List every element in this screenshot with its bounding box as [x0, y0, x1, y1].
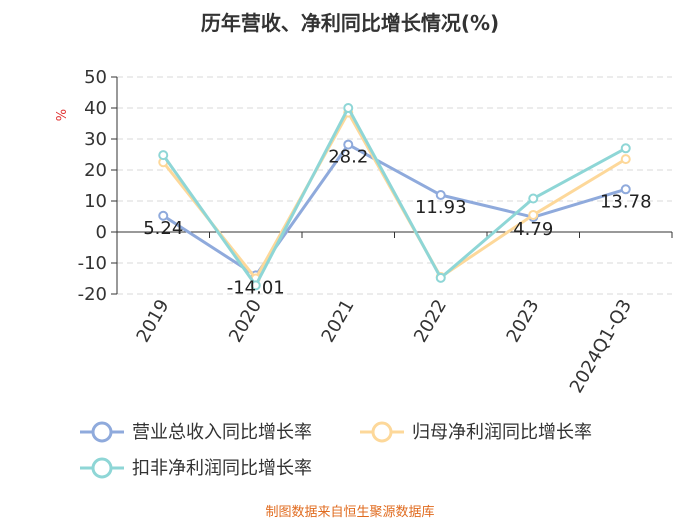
y-tick-label: 30	[84, 129, 107, 150]
x-tick-label: 2023	[502, 296, 543, 346]
y-tick-label: -20	[78, 284, 107, 305]
data-label: 5.24	[143, 218, 183, 239]
x-tick-label: 2020	[225, 296, 266, 346]
y-tick-label: 0	[96, 222, 107, 243]
y-tick-label: 10	[84, 191, 107, 212]
legend-label: 营业总收入同比增长率	[132, 422, 312, 443]
legend-label: 归母净利润同比增长率	[412, 422, 592, 443]
y-tick-label: 40	[84, 98, 107, 119]
data-label: 11.93	[415, 197, 467, 218]
series-lines	[158, 103, 631, 291]
y-tick-label: 50	[84, 67, 107, 88]
data-point	[343, 139, 354, 150]
source-note: 制图数据来自恒生聚源数据库	[265, 504, 434, 520]
data-label: -14.01	[227, 277, 285, 298]
chart-title: 历年营收、净利同比增长情况(%)	[201, 11, 499, 35]
x-tick-label: 2022	[410, 296, 451, 346]
data-label: 28.2	[328, 147, 368, 168]
y-axis-unit: %	[55, 109, 70, 121]
x-tick-label: 2021	[317, 296, 358, 346]
y-tick-label: 20	[84, 160, 107, 181]
data-point	[620, 184, 631, 195]
data-point	[620, 154, 631, 165]
data-point	[158, 210, 169, 221]
data-point	[620, 143, 631, 154]
legend-swatch-marker	[91, 457, 113, 479]
data-point	[158, 150, 169, 161]
series-line	[162, 143, 627, 277]
data-point	[435, 190, 446, 201]
x-tick-label: 2019	[132, 296, 173, 346]
y-tick-label: -10	[78, 253, 107, 274]
grid	[117, 76, 672, 295]
data-point	[250, 280, 261, 291]
legend-label: 扣非净利润同比增长率	[132, 458, 312, 479]
data-point	[343, 103, 354, 113]
data-point	[528, 193, 539, 204]
data-label: 13.78	[600, 191, 652, 212]
series-line	[162, 106, 627, 287]
data-point	[435, 272, 446, 283]
data-label: 4.79	[513, 219, 553, 240]
data-point	[528, 209, 539, 220]
x-tick-label: 2024Q1-Q3	[566, 296, 636, 397]
legend-swatch-marker	[371, 421, 393, 443]
data-labels: 5.24 -14.01 28.2 11.93 4.79 13.78	[143, 147, 651, 299]
legend-swatch-marker	[91, 421, 113, 443]
